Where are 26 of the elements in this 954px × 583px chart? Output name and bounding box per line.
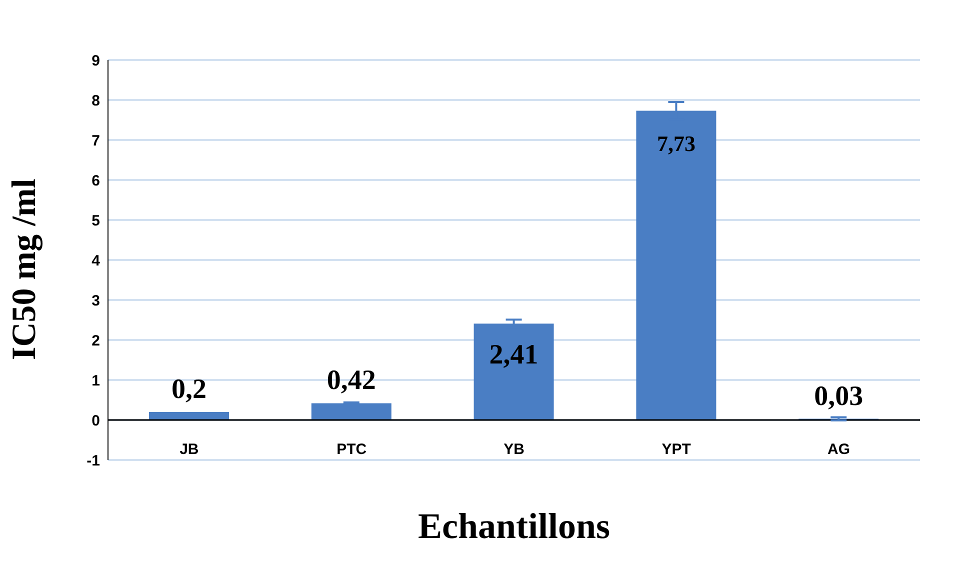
data-label: 0,2: [172, 374, 206, 405]
x-tick-label: PTC: [336, 441, 367, 458]
y-tick-label: 7: [92, 132, 100, 150]
y-tick-label: -1: [86, 452, 100, 470]
y-tick-label: 8: [92, 92, 100, 110]
y-tick-label: 3: [92, 292, 100, 310]
y-tick-label: 4: [92, 252, 101, 270]
x-tick-label: YB: [504, 441, 525, 458]
y-tick-label: 5: [92, 212, 100, 230]
data-label: 0,03: [814, 380, 864, 412]
x-axis-title: Echantillons: [418, 506, 610, 546]
data-label: 0,42: [326, 365, 376, 396]
x-tick-label: AG: [828, 441, 850, 458]
y-tick-label: 2: [92, 332, 100, 350]
bar: [311, 403, 392, 420]
y-axis-title: IC50 mg /ml: [6, 178, 44, 360]
y-tick-label: 9: [92, 52, 100, 70]
data-label: 2,41: [489, 340, 538, 371]
y-tick-label: 6: [92, 172, 100, 190]
data-label: 7,73: [656, 130, 696, 156]
y-tick-label: 0: [92, 412, 100, 430]
bar: [149, 412, 229, 420]
x-tick-label: JB: [180, 441, 199, 458]
x-tick-label: YPT: [662, 441, 691, 458]
bar: [474, 324, 554, 420]
y-tick-label: 1: [92, 372, 100, 390]
